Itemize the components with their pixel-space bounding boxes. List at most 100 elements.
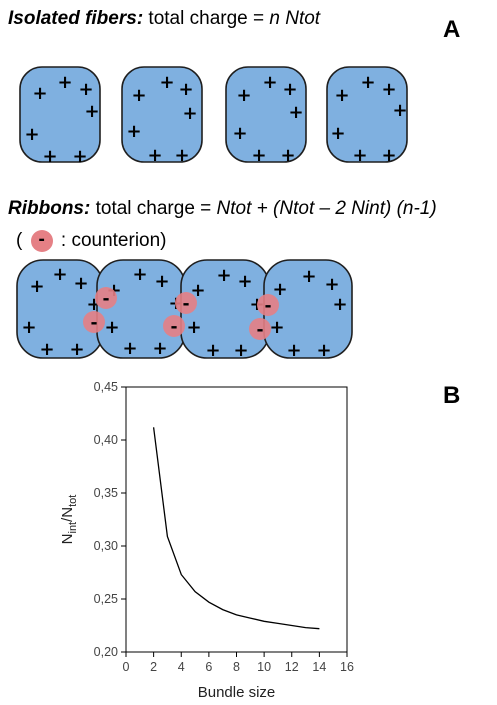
isolated-fibers-text: total charge = bbox=[143, 8, 270, 29]
positive-charge-symbol: + bbox=[78, 79, 93, 100]
positive-charge-symbol: + bbox=[84, 101, 99, 122]
counterion-circle bbox=[95, 287, 117, 309]
positive-charge-symbol: + bbox=[316, 340, 331, 361]
counterion-legend: ( - : counterion) bbox=[16, 230, 167, 252]
x-tick-label: 4 bbox=[178, 660, 185, 674]
isolated-fibers-title: Isolated fibers: bbox=[8, 8, 144, 29]
positive-charge-symbol: + bbox=[147, 145, 162, 166]
isolated-fibers-heading: Isolated fibers: total charge = n Ntot bbox=[8, 8, 320, 30]
counterion-circle bbox=[163, 315, 185, 337]
ribbons-title: Ribbons: bbox=[8, 198, 91, 219]
ribbon-fiber: +++++++ bbox=[96, 259, 186, 359]
x-tick-label: 0 bbox=[123, 660, 130, 674]
negative-charge-symbol: - bbox=[102, 289, 109, 309]
positive-charge-symbol: + bbox=[178, 79, 193, 100]
positive-charge-symbol: + bbox=[152, 338, 167, 359]
legend-text: : counterion) bbox=[60, 230, 167, 252]
positive-charge-symbol: + bbox=[280, 145, 295, 166]
ribbon-fiber: +++++++ bbox=[180, 259, 270, 361]
positive-charge-symbol: + bbox=[131, 85, 146, 106]
positive-charge-symbol: + bbox=[104, 317, 119, 338]
negative-charge-symbol: - bbox=[170, 317, 177, 337]
y-tick-label: 0,20 bbox=[94, 645, 118, 659]
y-tick-label: 0,30 bbox=[94, 539, 118, 553]
legend-open-paren: ( bbox=[16, 230, 23, 252]
x-tick-label: 16 bbox=[340, 660, 354, 674]
positive-charge-symbol: + bbox=[330, 123, 345, 144]
counterion-legend-icon: - bbox=[30, 229, 53, 252]
positive-charge-symbol: + bbox=[237, 271, 252, 292]
positive-charge-symbol: + bbox=[24, 124, 39, 145]
counterion-circle bbox=[83, 311, 105, 333]
isolated-fiber: ++ ++++ + bbox=[19, 66, 101, 167]
panel-b-label: B bbox=[443, 382, 461, 409]
isolated-fibers-group: ++ ++++ +++ ++++ +++ ++++ +++ ++++ + bbox=[19, 66, 408, 167]
x-tick-label: 10 bbox=[257, 660, 271, 674]
positive-charge-symbol: + bbox=[69, 339, 84, 360]
positive-charge-symbol: + bbox=[381, 145, 396, 166]
positive-charge-symbol: + bbox=[32, 83, 47, 104]
counterion-circle bbox=[249, 318, 271, 340]
positive-charge-symbol: + bbox=[324, 274, 339, 295]
positive-charge-symbol: + bbox=[269, 317, 284, 338]
fiber-body bbox=[326, 66, 408, 163]
fiber-body bbox=[225, 66, 307, 163]
positive-charge-symbol: + bbox=[236, 85, 251, 106]
positive-charge-symbol: + bbox=[29, 276, 44, 297]
positive-charge-symbol: + bbox=[286, 340, 301, 361]
positive-charge-symbol: + bbox=[186, 317, 201, 338]
y-axis-label: Nint/Ntot bbox=[59, 495, 79, 545]
ribbons-text: total charge = bbox=[90, 198, 217, 219]
x-tick-label: 14 bbox=[312, 660, 326, 674]
positive-charge-symbol: + bbox=[73, 273, 88, 294]
negative-charge-symbol: - bbox=[90, 313, 97, 333]
y-tick-label: 0,40 bbox=[94, 433, 118, 447]
counterion: - bbox=[163, 315, 185, 337]
positive-charge-symbol: + bbox=[332, 294, 347, 315]
positive-charge-symbol: + bbox=[57, 72, 72, 93]
ribbons-formula: Ntot + (Ntot – 2 Nint) (n-1) bbox=[216, 198, 437, 219]
fiber-body bbox=[19, 66, 101, 163]
series-line bbox=[152, 427, 320, 630]
positive-charge-symbol: + bbox=[182, 103, 197, 124]
positive-charge-symbol: + bbox=[360, 72, 375, 93]
positive-charge-symbol: + bbox=[334, 85, 349, 106]
positive-charge-symbol: + bbox=[39, 339, 54, 360]
negative-charge-symbol: - bbox=[256, 320, 263, 340]
positive-charge-symbol: + bbox=[122, 338, 137, 359]
isolated-fiber: ++ ++++ + bbox=[225, 66, 307, 166]
positive-charge-symbol: + bbox=[174, 145, 189, 166]
isolated-fiber: ++ ++++ + bbox=[326, 66, 408, 166]
negative-charge-symbol: - bbox=[264, 296, 271, 316]
x-axis-label: Bundle size bbox=[198, 684, 276, 701]
positive-charge-symbol: + bbox=[251, 145, 266, 166]
positive-charge-symbol: + bbox=[232, 123, 247, 144]
positive-charge-symbol: + bbox=[288, 102, 303, 123]
positive-charge-symbol: + bbox=[301, 266, 316, 287]
counterion-circle bbox=[175, 292, 197, 314]
positive-charge-symbol: + bbox=[233, 340, 248, 361]
fiber-body bbox=[121, 66, 203, 163]
positive-charge-symbol: + bbox=[21, 317, 36, 338]
positive-charge-symbol: + bbox=[282, 79, 297, 100]
counterion: - bbox=[257, 294, 279, 316]
positive-charge-symbol: + bbox=[154, 271, 169, 292]
counterion: - bbox=[83, 311, 105, 333]
positive-charge-symbol: + bbox=[272, 279, 287, 300]
positive-charge-symbol: + bbox=[159, 72, 174, 93]
positive-charge-symbol: + bbox=[205, 340, 220, 361]
counterion-legend-symbol: - bbox=[38, 229, 45, 250]
positive-charge-symbol: + bbox=[381, 79, 396, 100]
positive-charge-symbol: + bbox=[392, 100, 407, 121]
x-tick-label: 6 bbox=[205, 660, 212, 674]
negative-charge-symbol: - bbox=[182, 294, 189, 314]
counterion-circle bbox=[257, 294, 279, 316]
positive-charge-symbol: + bbox=[72, 146, 87, 167]
ribbon-group: ++++++++++++++++++++++++++++------ bbox=[16, 259, 353, 361]
plot-frame bbox=[125, 386, 348, 653]
positive-charge-symbol: + bbox=[352, 145, 367, 166]
isolated-fiber: ++ ++++ + bbox=[121, 66, 203, 166]
ribbon-fiber: +++++++ bbox=[16, 259, 104, 360]
positive-charge-symbol: + bbox=[216, 265, 231, 286]
